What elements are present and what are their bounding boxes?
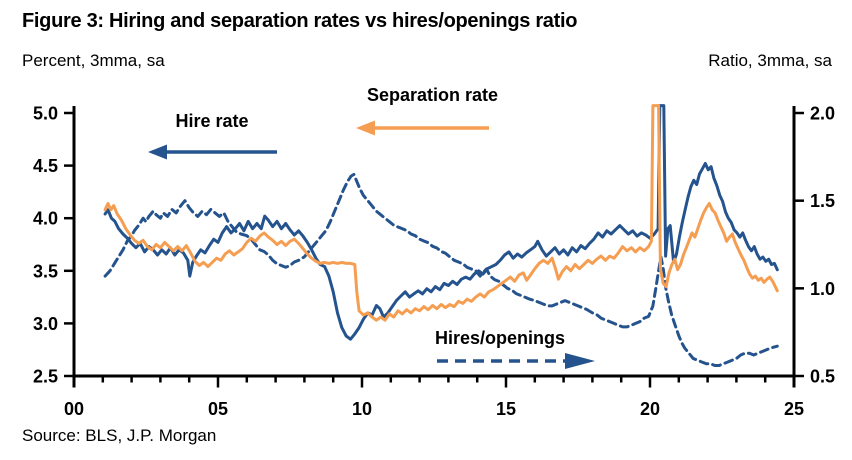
legend-hire-rate: Hire rate [175,111,249,131]
x-tick-label: 05 [208,399,228,419]
axis-frame [72,106,796,388]
hires-openings-arrow [437,353,595,369]
y-right-tick-label: 1.0 [810,279,835,299]
y-left-tick-label: 4.0 [33,209,58,229]
y-left-tick-label: 4.5 [33,156,58,176]
x-tick-label: 10 [352,399,372,419]
right-axis-units-label: Ratio, 3mma, sa [708,51,832,70]
x-tick-label: 00 [64,399,84,419]
y-left-tick-label: 3.5 [33,261,58,281]
y-left-tick-label: 2.5 [33,367,58,387]
y-axis-right: 0.5 1.0 1.5 2.0 [793,104,835,387]
y-axis-left: 2.5 3.0 3.5 4.0 4.5 5.0 [33,104,75,387]
x-axis: 00 05 10 15 20 25 [64,376,804,419]
source-note: Source: BLS, J.P. Morgan [22,426,217,445]
x-tick-label: 25 [784,399,804,419]
legend-hires-openings: Hires/openings [434,328,566,348]
hire-rate-line [103,104,779,341]
y-left-tick-label: 5.0 [33,104,58,124]
left-axis-units-label: Percent, 3mma, sa [22,51,165,70]
chart-title: Figure 3: Hiring and separation rates vs… [22,10,578,32]
separation-rate-arrowhead [356,120,375,136]
separation-rate-line [103,104,779,322]
y-left-tick-label: 3.0 [33,314,58,334]
hires-openings-line [103,172,779,367]
y-right-tick-label: 2.0 [810,104,835,124]
hires-openings-arrowhead [565,353,595,369]
hire-rate-arrow [148,144,277,160]
hire-rate-arrowhead [148,144,167,160]
x-tick-label: 20 [640,399,660,419]
x-tick-label: 15 [496,399,516,419]
legend-separation-rate: Separation rate [366,85,499,105]
y-right-tick-label: 1.5 [810,191,835,211]
separation-rate-arrow [356,120,489,136]
y-right-tick-label: 0.5 [810,367,835,387]
